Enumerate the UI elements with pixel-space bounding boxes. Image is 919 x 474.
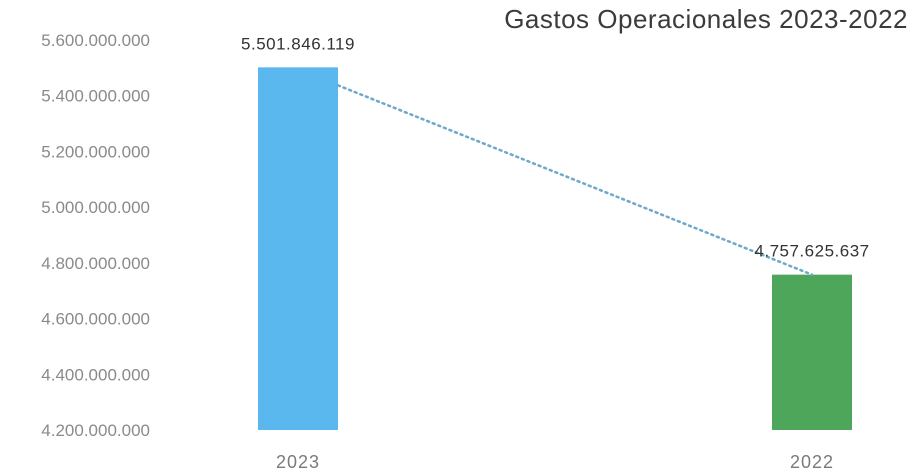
trendline-segment [336,84,814,276]
x-axis: 2023 2022 [276,452,834,472]
data-label-2022: 4.757.625.637 [754,242,869,261]
data-labels: 5.501.846.119 4.757.625.637 [241,34,869,261]
bar-2023 [258,67,338,430]
bars [258,67,852,430]
y-tick-label: 4.200.000.000 [41,421,150,440]
y-tick-label: 4.800.000.000 [41,254,150,273]
y-tick-label: 4.600.000.000 [41,310,150,329]
y-tick-label: 5.200.000.000 [41,142,150,161]
chart-title: Gastos Operacionales 2023-2022 [504,4,908,34]
data-label-2023: 5.501.846.119 [241,34,355,53]
y-tick-label: 4.400.000.000 [41,365,150,384]
bar-2022 [772,274,852,430]
y-tick-label: 5.000.000.000 [41,198,150,217]
trendline [336,84,814,276]
x-tick-label: 2023 [276,452,320,472]
y-tick-label: 5.400.000.000 [41,87,150,106]
y-axis: 4.200.000.000 4.400.000.000 4.600.000.000 4… [41,31,150,440]
x-tick-label: 2022 [790,452,834,472]
y-tick-label: 5.600.000.000 [41,31,150,50]
